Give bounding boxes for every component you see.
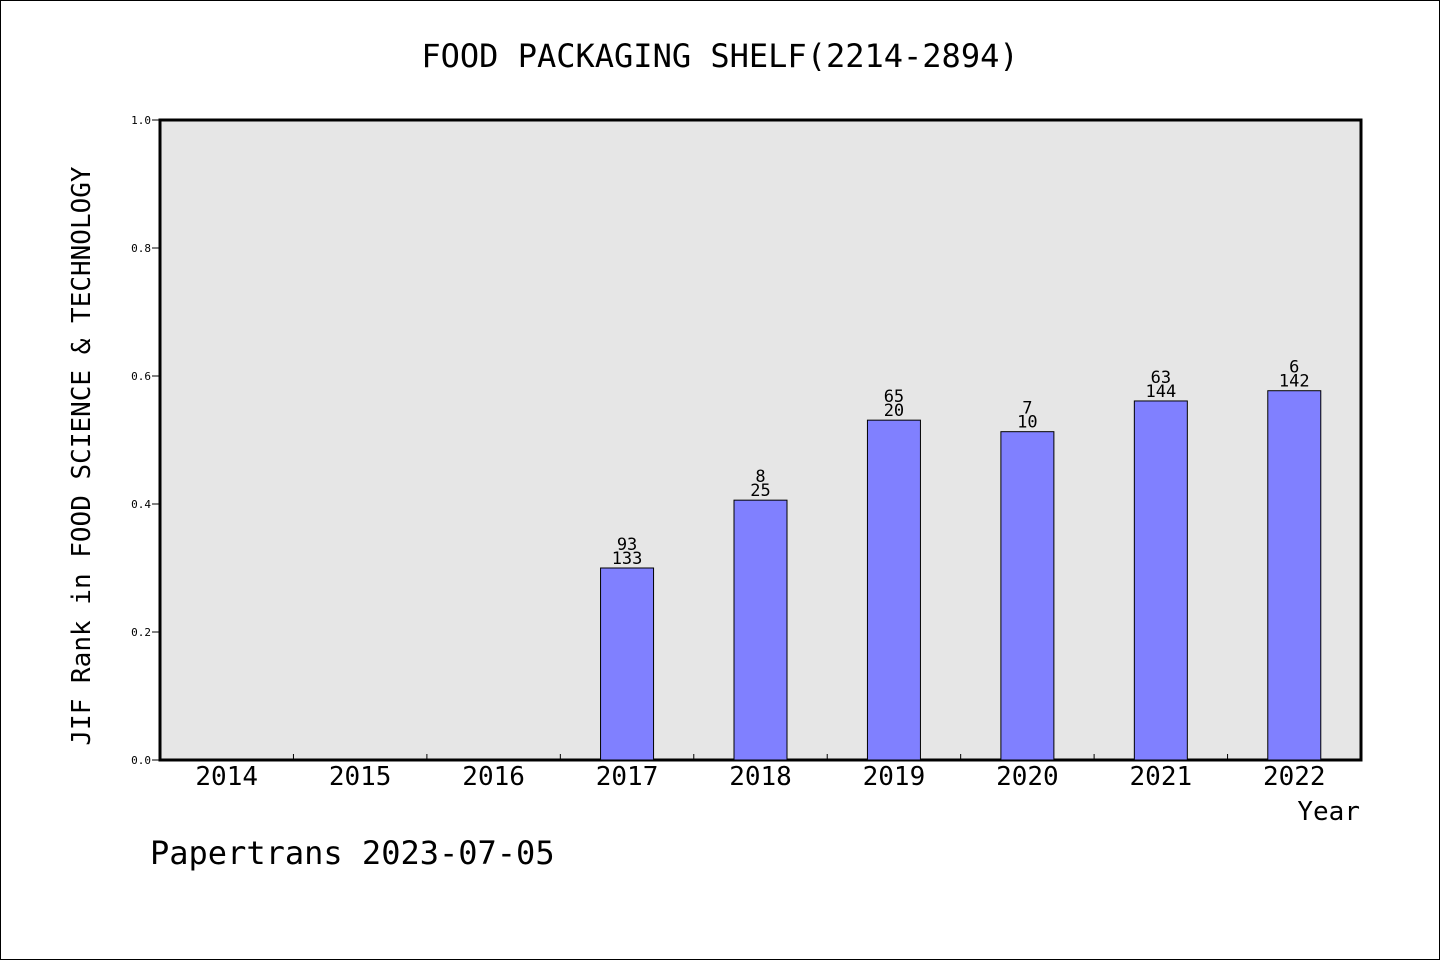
bar-label-rank: 6 — [1289, 358, 1299, 378]
bar-label-total: 25 — [750, 481, 770, 501]
y-axis-label: JIF Rank in FOOD SCIENCE & TECHNOLOGY — [67, 166, 97, 746]
x-tick-label: 2014 — [195, 762, 258, 792]
chart-title: FOOD PACKAGING SHELF(2214-2894) — [421, 37, 1018, 75]
x-tick-label: 2017 — [596, 762, 659, 792]
x-tick-label: 2016 — [462, 762, 525, 792]
bar-label-rank: 7 — [1022, 399, 1032, 419]
bar-label-total: 142 — [1279, 372, 1310, 392]
bar-label-total: 10 — [1017, 413, 1037, 433]
footer-credit: Papertrans 2023-07-05 — [150, 834, 555, 872]
x-tick-label: 2022 — [1263, 762, 1326, 792]
y-axis: 0.0 0.2 0.4 0.6 0.8 1.0 — [131, 114, 160, 767]
bar-2018 — [733, 499, 788, 761]
y-tick-label: 0.8 — [131, 242, 151, 255]
bar-label-rank: 63 — [1151, 368, 1171, 388]
bar-2021 — [1133, 400, 1188, 761]
bar-label-rank: 93 — [617, 535, 637, 555]
bar-label-total: 20 — [884, 401, 904, 421]
x-tick-label: 2021 — [1130, 762, 1193, 792]
y-tick-label: 0.4 — [131, 498, 151, 511]
x-tick-label: 2015 — [329, 762, 392, 792]
x-tick-label: 2020 — [996, 762, 1059, 792]
y-tick-label: 0.0 — [131, 754, 151, 767]
bar-2022 — [1267, 390, 1322, 761]
x-tick-label: 2019 — [863, 762, 926, 792]
bar-2020 — [1000, 431, 1055, 761]
y-tick-label: 0.2 — [131, 626, 151, 639]
bar-2019 — [866, 419, 921, 761]
bar-label-total: 144 — [1145, 382, 1176, 402]
bar-label-rank: 65 — [884, 387, 904, 407]
bar-series — [600, 390, 1322, 761]
y-tick-label: 0.6 — [131, 370, 151, 383]
x-tick-label: 2018 — [729, 762, 792, 792]
y-tick-label: 1.0 — [131, 114, 151, 127]
bar-2017 — [600, 567, 655, 761]
bar-label-total: 133 — [612, 549, 643, 569]
bar-label-rank: 8 — [755, 467, 765, 487]
x-axis: 2014 2015 2016 2017 2018 2019 2020 2021 2022 — [195, 754, 1326, 792]
x-axis-label: Year — [1297, 797, 1360, 827]
